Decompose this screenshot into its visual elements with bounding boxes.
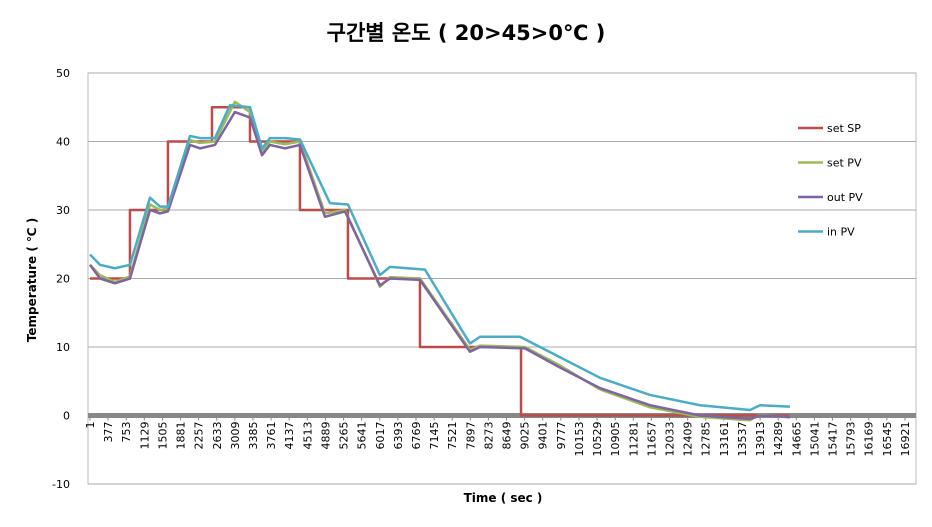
- x-tick-label: 15041: [808, 422, 821, 457]
- x-tick-label: 1129: [138, 422, 151, 450]
- x-tick-label: 4513: [301, 422, 314, 450]
- x-tick-label: 8273: [482, 422, 495, 450]
- x-tick-label: 6393: [392, 422, 405, 450]
- x-tick-label: 6769: [410, 422, 423, 450]
- line-series: [88, 110, 791, 421]
- x-tick-label: 1505: [156, 422, 169, 450]
- chart-title: 구간별 온도 ( 20>45>0℃ ): [327, 21, 606, 45]
- x-tick-label: 1: [84, 422, 97, 429]
- x-tick-label: 15417: [827, 422, 840, 457]
- x-tick-label: 11657: [645, 422, 658, 457]
- x-tick-label: 13913: [754, 422, 767, 457]
- y-tick-label: 10: [56, 341, 70, 354]
- x-tick-label: 7145: [428, 422, 441, 450]
- y-tick-label: 30: [56, 204, 70, 217]
- x-tick-label: 12033: [664, 422, 677, 457]
- x-tick-label: 3761: [265, 422, 278, 450]
- x-tick-label: 12785: [700, 422, 713, 457]
- y-tick-label: 20: [56, 273, 70, 286]
- x-tick-label: 753: [120, 422, 133, 443]
- y-axis-title: Temperature ( ℃ ): [25, 218, 39, 342]
- x-tick-label: 2257: [193, 422, 206, 450]
- x-tick-label: 10153: [573, 422, 586, 457]
- x-tick-label: 16545: [881, 422, 894, 457]
- x-tick-label: 10529: [591, 422, 604, 457]
- x-tick-label: 12409: [682, 422, 695, 457]
- x-tick-label: 13161: [718, 422, 731, 457]
- y-tick-label: 0: [63, 410, 70, 423]
- x-tick-label: 15793: [845, 422, 858, 457]
- x-tick-label: 10905: [609, 422, 622, 457]
- x-tick-label: 13537: [736, 422, 749, 457]
- x-tick-label: 7897: [464, 422, 477, 450]
- x-tick-label: 4137: [283, 422, 296, 450]
- x-tick-label: 5265: [338, 422, 351, 450]
- legend-label: set PV: [827, 157, 862, 170]
- x-tick-label: 14665: [790, 422, 803, 457]
- line-series: [89, 103, 791, 412]
- x-axis-title: Time ( sec ): [464, 491, 543, 505]
- legend-label: out PV: [827, 191, 863, 204]
- x-tick-label: 6017: [374, 422, 387, 450]
- x-tick-label: 8649: [501, 422, 514, 450]
- y-tick-label: 40: [56, 136, 70, 149]
- x-tick-label: 9777: [555, 422, 568, 450]
- x-tick-label: 16921: [899, 422, 912, 457]
- x-tick-label: 3009: [229, 422, 242, 450]
- x-tick-label: 1881: [175, 422, 188, 450]
- x-tick-label: 3385: [247, 422, 260, 450]
- x-tick-label: 9401: [537, 422, 550, 450]
- x-tick-label: 9025: [519, 422, 532, 450]
- x-tick-label: 7521: [446, 422, 459, 450]
- x-tick-label: 377: [102, 422, 115, 443]
- legend-label: set SP: [827, 122, 861, 135]
- x-tick-label: 11281: [627, 422, 640, 457]
- x-tick-label: 5641: [356, 422, 369, 450]
- x-tick-label: 16169: [863, 422, 876, 457]
- legend-label: in PV: [827, 226, 855, 239]
- y-tick-label: -10: [52, 478, 70, 491]
- x-tick-label: 4889: [319, 422, 332, 450]
- x-tick-label: 14289: [772, 422, 785, 457]
- x-tick-label: 2633: [211, 422, 224, 450]
- y-tick-label: 50: [56, 67, 70, 80]
